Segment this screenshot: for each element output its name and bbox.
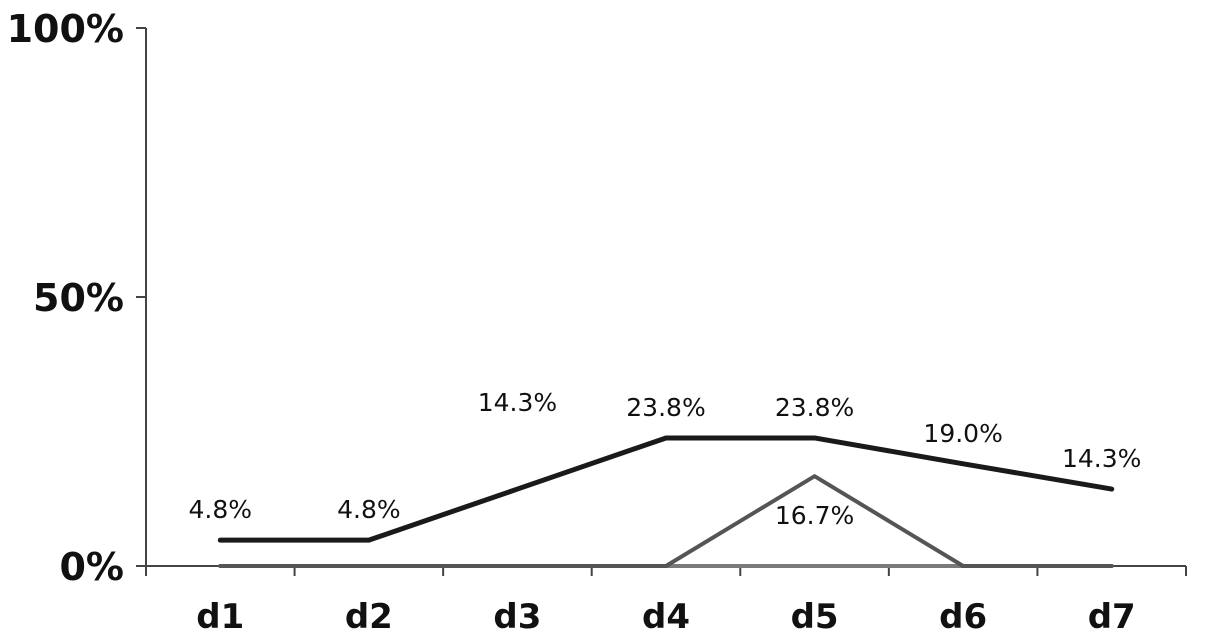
data-labels: 4.8% 4.8% 14.3% 23.8% 23.8% 19.0% 14.3% 16.7% bbox=[189, 388, 1142, 530]
x-tick-label: d7 bbox=[1088, 597, 1136, 637]
x-tick-label: d3 bbox=[493, 597, 541, 637]
series-lines bbox=[217, 435, 1115, 568]
data-label: 14.3% bbox=[1062, 444, 1141, 473]
data-label: 23.8% bbox=[775, 393, 854, 422]
y-tick-label: 0% bbox=[59, 545, 124, 589]
y-axis-ticks: 0% 50% 100% bbox=[7, 7, 146, 589]
data-label: 4.8% bbox=[189, 495, 253, 524]
data-label: 4.8% bbox=[337, 495, 401, 524]
x-tick-label: d4 bbox=[642, 597, 690, 637]
series-line-2 bbox=[218, 474, 1114, 568]
axes bbox=[145, 28, 1186, 567]
data-label: 16.7% bbox=[775, 501, 854, 530]
x-tick-label: d6 bbox=[939, 597, 987, 637]
data-label: 23.8% bbox=[626, 393, 705, 422]
y-tick-label: 50% bbox=[33, 276, 124, 320]
y-tick-label: 100% bbox=[7, 7, 124, 51]
x-tick-label: d2 bbox=[345, 597, 393, 637]
x-tick-label: d5 bbox=[791, 597, 839, 637]
series-line-1 bbox=[217, 435, 1115, 543]
x-axis-ticks: d1 d2 d3 d4 d5 d6 d7 bbox=[145, 566, 1187, 637]
data-label: 14.3% bbox=[478, 388, 557, 417]
data-label: 19.0% bbox=[923, 419, 1002, 448]
x-tick-label: d1 bbox=[196, 597, 244, 637]
